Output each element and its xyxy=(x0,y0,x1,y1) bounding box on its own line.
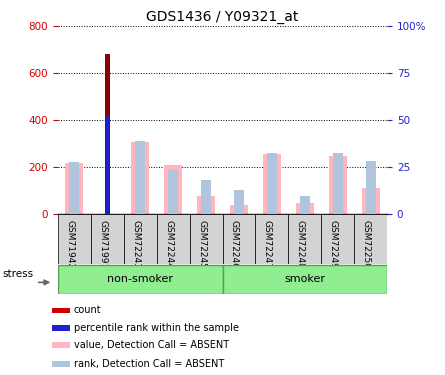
Bar xyxy=(354,214,387,264)
Bar xyxy=(168,170,178,214)
Text: percentile rank within the sample: percentile rank within the sample xyxy=(74,323,239,333)
Bar xyxy=(222,214,255,264)
Bar xyxy=(53,308,70,313)
Text: GSM72246: GSM72246 xyxy=(230,220,239,269)
Bar xyxy=(321,214,354,264)
Text: GSM72250: GSM72250 xyxy=(362,220,371,269)
Text: GSM72249: GSM72249 xyxy=(329,220,338,269)
Bar xyxy=(69,162,79,214)
FancyBboxPatch shape xyxy=(58,265,222,294)
Text: value, Detection Call = ABSENT: value, Detection Call = ABSENT xyxy=(74,340,229,350)
Bar xyxy=(164,165,182,214)
Bar xyxy=(190,214,222,264)
Text: GSM72245: GSM72245 xyxy=(197,220,206,269)
FancyBboxPatch shape xyxy=(222,265,387,294)
Bar xyxy=(65,164,83,214)
Bar xyxy=(131,142,149,214)
Bar xyxy=(255,214,288,264)
Bar xyxy=(263,154,281,214)
Bar xyxy=(157,214,190,264)
Bar xyxy=(201,180,211,214)
Bar xyxy=(135,141,145,214)
Text: GSM72248: GSM72248 xyxy=(296,220,305,269)
Bar xyxy=(53,342,70,348)
Text: stress: stress xyxy=(3,269,34,279)
Bar xyxy=(329,156,347,214)
Text: GSM72244: GSM72244 xyxy=(164,220,173,268)
Bar xyxy=(234,190,244,214)
Bar xyxy=(296,203,314,214)
Text: count: count xyxy=(74,305,101,315)
Text: GSM72247: GSM72247 xyxy=(263,220,272,269)
Bar xyxy=(105,54,110,214)
Title: GDS1436 / Y09321_at: GDS1436 / Y09321_at xyxy=(146,10,299,24)
Bar xyxy=(53,325,70,330)
Text: non-smoker: non-smoker xyxy=(107,274,173,284)
Bar xyxy=(58,214,91,264)
Text: rank, Detection Call = ABSENT: rank, Detection Call = ABSENT xyxy=(74,359,224,369)
Bar xyxy=(124,214,157,264)
Bar xyxy=(197,196,215,214)
Bar xyxy=(366,161,376,214)
Text: GSM71942: GSM71942 xyxy=(65,220,74,269)
Bar xyxy=(230,205,248,214)
Bar xyxy=(53,361,70,367)
Bar xyxy=(91,214,124,264)
Text: GSM72243: GSM72243 xyxy=(131,220,140,269)
Bar xyxy=(105,116,109,214)
Bar xyxy=(288,214,321,264)
Bar xyxy=(333,153,343,214)
Text: smoker: smoker xyxy=(284,274,325,284)
Bar xyxy=(362,188,380,214)
Bar xyxy=(267,153,277,214)
Bar xyxy=(300,196,310,214)
Text: GSM71991: GSM71991 xyxy=(98,220,107,269)
